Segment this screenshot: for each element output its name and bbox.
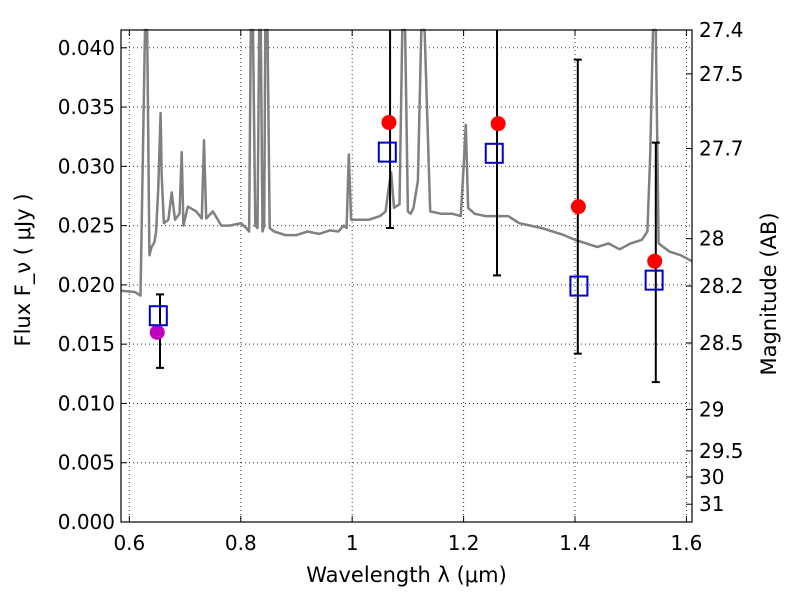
model-bandpass-point	[569, 275, 589, 297]
right-tick-label: 28.2	[699, 274, 744, 298]
x-tick-label: 1	[346, 531, 359, 555]
spectrum-layer	[120, 28, 693, 297]
observed-point	[381, 114, 397, 130]
right-tick-label: 27.5	[699, 62, 744, 86]
x-tick-label: 1.4	[559, 531, 591, 555]
y-tick-label: 0.015	[58, 332, 115, 356]
y-tick-label: 0.020	[58, 273, 115, 297]
x-axis-label: Wavelength λ (μm)	[306, 563, 507, 587]
errorbar-layer	[155, 30, 660, 384]
x-tick-label: 0.6	[113, 531, 145, 555]
y-tick-label: 0.040	[58, 36, 115, 60]
y-tick-label: 0.035	[58, 95, 115, 119]
y-tick-label: 0.025	[58, 214, 115, 238]
y-tick-label: 0.030	[58, 154, 115, 178]
observed-optical-point	[149, 324, 165, 340]
right-tick-label: 27.4	[699, 18, 744, 42]
right-tick-label: 29.5	[699, 439, 744, 463]
x-tick-label: 1.6	[671, 531, 703, 555]
right-axis-label: Magnitude (AB)	[757, 212, 781, 375]
plot-frame	[120, 29, 693, 523]
x-tick-label: 1.2	[448, 531, 480, 555]
model-spectrum-line	[120, 28, 693, 297]
model-bandpass-point	[377, 141, 397, 163]
right-tick-label: 29	[699, 397, 724, 421]
observed-point	[570, 199, 586, 215]
model-bandpass-point	[148, 305, 168, 327]
model-bandpass-point	[644, 269, 664, 291]
y-tick-label: 0.005	[58, 451, 115, 475]
y-tick-label: 0.000	[58, 510, 115, 534]
x-tick-label: 0.8	[225, 531, 257, 555]
tick-layer: 0.6 0.8 1 1.2 1.4 1.6 0.000 0.005 0.010 0.015 0.02…	[58, 18, 744, 555]
right-tick-label: 31	[699, 492, 724, 516]
right-tick-label: 27.7	[699, 137, 744, 161]
right-tick-label: 28.5	[699, 331, 744, 355]
right-tick-label: 28	[699, 227, 724, 251]
model-bandpass-point	[484, 142, 504, 164]
y-tick-label: 0.010	[58, 391, 115, 415]
marker-layer	[148, 114, 664, 340]
observed-point	[647, 253, 663, 269]
right-tick-label: 30	[699, 465, 724, 489]
y-axis-label: Flux F_ν ( μJy )	[11, 193, 36, 346]
observed-point	[490, 116, 506, 132]
